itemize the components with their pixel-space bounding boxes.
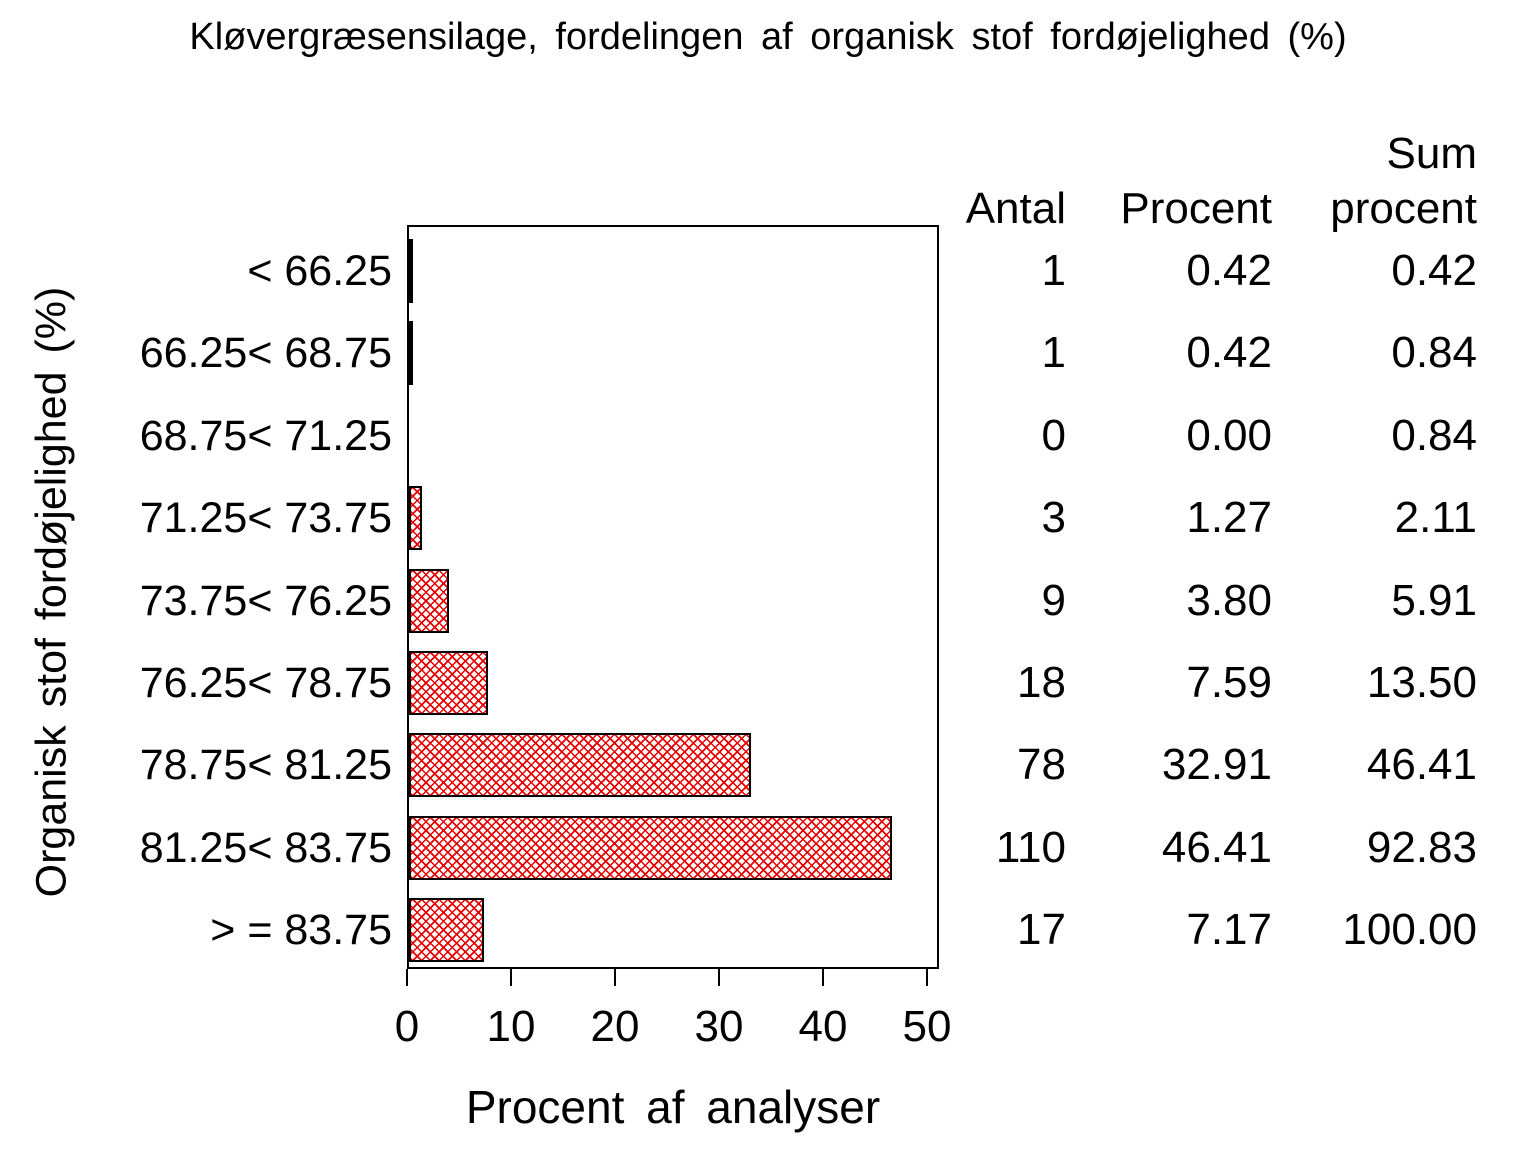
category-label: 76.25< 78.75	[139, 659, 392, 707]
table-cell: 9	[1041, 575, 1066, 625]
bar	[409, 239, 414, 303]
table-cell: 7.59	[1186, 658, 1272, 707]
bar	[409, 486, 423, 551]
table-cell: 2.11	[1394, 493, 1477, 543]
table-cell: 7.17	[1186, 905, 1272, 955]
category-label: 81.25< 83.75	[139, 823, 392, 872]
table-cell: 3.80	[1186, 575, 1272, 625]
table-cell: 0.00	[1186, 410, 1272, 460]
x-tick-label: 0	[394, 1002, 420, 1051]
x-tick-mark	[822, 969, 824, 986]
category-label: 73.75< 76.25	[139, 576, 392, 625]
x-tick-label: 50	[902, 1002, 952, 1051]
x-tick-mark	[510, 969, 512, 986]
table-cell: 46.41	[1161, 822, 1272, 872]
table-cell: 18	[1017, 658, 1066, 707]
column-header-procent: Procent	[1120, 184, 1272, 233]
column-header-sum-line2: procent	[1330, 184, 1477, 233]
x-tick-mark	[926, 969, 928, 986]
table-cell: 3	[1041, 493, 1066, 543]
bar	[409, 815, 892, 880]
category-label: > = 83.75	[210, 906, 392, 955]
chart-title: Kløvergræsensilage, fordelingen af organ…	[189, 16, 1347, 58]
x-tick-mark	[614, 969, 616, 986]
table-cell: 0.84	[1391, 410, 1477, 460]
category-label: 68.75< 71.25	[139, 411, 392, 460]
plot-area	[407, 225, 939, 969]
table-cell: 110	[995, 822, 1066, 872]
table-cell: 78	[1017, 740, 1066, 790]
bar	[409, 733, 752, 798]
table-cell: 1.27	[1186, 493, 1272, 543]
x-axis-label: Procent af analyser	[465, 1081, 881, 1133]
bar	[409, 568, 449, 633]
category-label: 71.25< 73.75	[139, 494, 392, 543]
x-tick-mark	[406, 969, 408, 986]
table-cell: 0.84	[1391, 328, 1477, 378]
x-tick-label: 10	[486, 1002, 536, 1051]
column-header-sum-line1: Sum	[1386, 129, 1477, 178]
x-tick-label: 20	[590, 1002, 640, 1051]
table-cell: 32.91	[1161, 740, 1272, 790]
table-cell: 0.42	[1186, 328, 1272, 378]
table-cell: 17	[1017, 905, 1066, 955]
table-cell: 1	[1041, 246, 1066, 295]
bar	[409, 898, 484, 963]
bar	[409, 651, 488, 715]
table-cell: 0	[1041, 410, 1066, 460]
bar	[409, 321, 414, 386]
table-cell: 92.83	[1366, 822, 1477, 872]
table-cell: 46.41	[1366, 740, 1477, 790]
category-label: 66.25< 68.75	[139, 329, 392, 378]
column-header-antal: Antal	[965, 184, 1066, 233]
category-label: < 66.25	[247, 247, 392, 295]
table-cell: 1	[1041, 328, 1066, 378]
table-cell: 5.91	[1391, 575, 1477, 625]
x-tick-label: 30	[694, 1002, 744, 1051]
table-cell: 100.00	[1342, 905, 1477, 955]
table-cell: 0.42	[1391, 246, 1477, 295]
x-tick-label: 40	[798, 1002, 848, 1051]
table-cell: 13.50	[1366, 658, 1477, 707]
x-tick-mark	[718, 969, 720, 986]
category-label: 78.75< 81.25	[139, 741, 392, 790]
table-cell: 0.42	[1186, 246, 1272, 295]
